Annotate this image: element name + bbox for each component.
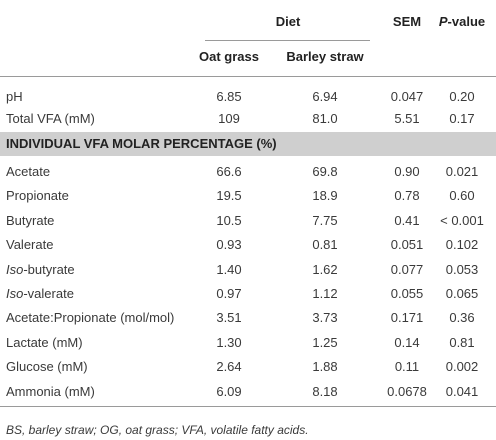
- cell: 0.051: [390, 237, 424, 253]
- cell: 10.5: [216, 212, 242, 228]
- label-part: Iso: [6, 261, 24, 277]
- cell: 109: [218, 111, 240, 126]
- row-label: Iso-valerate: [6, 286, 74, 302]
- cell: 3.73: [312, 310, 338, 326]
- cell: 0.11: [394, 359, 420, 375]
- row-label: Valerate: [6, 237, 54, 253]
- column-header: Oat grass: [199, 49, 259, 64]
- label-part: Iso: [6, 286, 24, 301]
- cell: 0.065: [445, 286, 479, 301]
- section-band: [0, 132, 496, 156]
- header-part: -value: [447, 14, 486, 29]
- cell: 3.51: [216, 310, 242, 326]
- cell: 6.85: [216, 89, 242, 104]
- cell: 0.97: [216, 286, 242, 301]
- cell: 1.30: [216, 334, 242, 350]
- row-label: Acetate:Propionate (mol/mol): [6, 310, 175, 326]
- cell: 18.9: [312, 188, 338, 204]
- cell: 0.053: [445, 261, 479, 277]
- cell: 81.0: [312, 111, 338, 126]
- cell: 0.171: [390, 310, 424, 326]
- cell: 7.75: [312, 212, 338, 228]
- header-part: P: [438, 14, 448, 29]
- cell: 0.021: [445, 164, 479, 179]
- label-part: -butyrate: [23, 261, 75, 277]
- cell: 0.047: [390, 89, 424, 104]
- cell: 19.5: [216, 188, 242, 204]
- cell: 0.0678: [387, 383, 427, 399]
- footnote: BS, barley straw; OG, oat grass; VFA, vo…: [6, 423, 309, 437]
- rule: [0, 406, 496, 407]
- cell: 5.51: [394, 111, 420, 126]
- cell: 1.62: [312, 261, 338, 277]
- row-label: Butyrate: [6, 212, 55, 228]
- column-header: Barley straw: [286, 49, 364, 64]
- cell: < 0.001: [440, 212, 484, 228]
- cell: 8.18: [312, 383, 338, 399]
- cell: 0.60: [449, 188, 475, 204]
- cell: 1.12: [312, 286, 338, 301]
- cell: 0.93: [216, 237, 242, 253]
- row-label: Acetate: [6, 164, 51, 179]
- row-label: Glucose (mM): [6, 359, 88, 375]
- cell: 0.077: [390, 261, 424, 277]
- cell: 66.6: [216, 164, 242, 179]
- cell: 0.002: [445, 359, 479, 375]
- rule: [0, 76, 496, 77]
- cell: 0.78: [394, 188, 420, 204]
- row-label: pH: [6, 89, 23, 104]
- cell: 6.94: [312, 89, 338, 104]
- cell: 0.81: [312, 237, 338, 253]
- cell: 0.90: [394, 164, 420, 179]
- column-header: SEM: [392, 14, 422, 29]
- column-header: P-value: [439, 14, 485, 30]
- cell: 69.8: [312, 164, 338, 179]
- cell: 1.88: [312, 359, 338, 375]
- cell: 1.25: [312, 334, 338, 350]
- cell: 6.09: [216, 383, 242, 399]
- cell: 0.36: [449, 310, 475, 326]
- cell: 0.20: [449, 89, 475, 104]
- cell: 0.17: [449, 111, 475, 126]
- cell: 0.41: [394, 212, 420, 228]
- cell: 0.041: [445, 383, 479, 399]
- cell: 1.40: [216, 261, 242, 277]
- cell: 0.14: [394, 334, 420, 350]
- row-label: Ammonia (mM): [6, 383, 95, 399]
- cell: 0.102: [445, 237, 479, 253]
- rule: [205, 40, 370, 41]
- row-label: Lactate (mM): [6, 334, 83, 350]
- diet-header: Diet: [275, 14, 301, 29]
- row-label: Propionate: [6, 188, 69, 204]
- cell: 0.055: [390, 286, 424, 301]
- cell: 0.81: [449, 334, 475, 350]
- row-label: Total VFA (mM): [6, 111, 95, 126]
- label-part: -valerate: [23, 286, 74, 301]
- row-label: Iso-butyrate: [6, 262, 75, 278]
- section-title: INDIVIDUAL VFA MOLAR PERCENTAGE (%): [6, 136, 277, 151]
- cell: 2.64: [216, 359, 242, 375]
